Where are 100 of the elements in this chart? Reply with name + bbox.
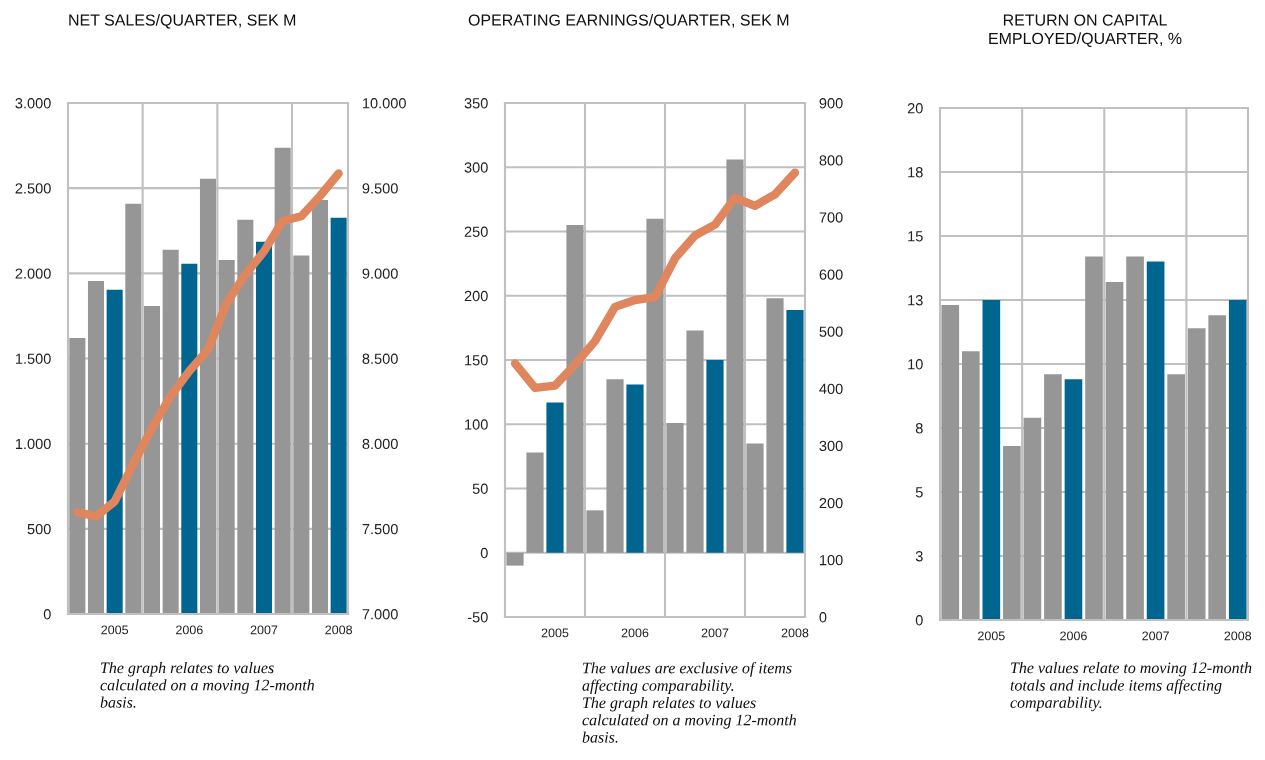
y-tick-label: 13	[908, 295, 923, 306]
chart-title: NET SALES/QUARTER, SEK M	[69, 14, 296, 29]
bar	[1105, 282, 1124, 620]
bar	[786, 309, 804, 553]
bar	[311, 199, 329, 614]
y-tick-label: 2.500	[15, 183, 51, 194]
y2-tick-label: 7.000	[362, 609, 398, 620]
bar	[87, 281, 105, 614]
y-tick-label: 3	[915, 551, 923, 562]
bar	[162, 249, 179, 614]
y2-tick-label: 600	[819, 269, 843, 280]
x-tick-label: 2007	[1142, 631, 1169, 641]
y-tick-label: 20	[907, 103, 923, 114]
y-tick-label: 15	[908, 231, 923, 242]
bar	[626, 384, 644, 553]
bar	[69, 338, 86, 614]
chart-title: RETURN ON CAPITAL EMPLOYED/QUARTER, %	[989, 14, 1182, 47]
bar	[1003, 445, 1021, 620]
y-tick-label: 0	[43, 609, 51, 620]
bar	[941, 305, 960, 620]
bar	[125, 203, 142, 614]
x-tick-label: 2008	[1224, 631, 1252, 641]
bar	[666, 422, 684, 553]
y2-tick-label: 100	[820, 554, 843, 566]
bar	[526, 452, 544, 553]
text: The values relate to moving 12-month totals and include items affecting comparability.	[1010, 662, 1252, 712]
chart-title: OPERATING EARNINGS/QUARTER, SEK M	[468, 14, 789, 29]
bar	[106, 289, 123, 614]
y2-tick-label: 200	[819, 497, 843, 509]
y2-tick-label: 800	[819, 155, 843, 166]
bar	[1167, 374, 1185, 620]
y2-tick-label: 8.000	[362, 438, 398, 450]
bar	[143, 306, 161, 614]
bar	[566, 225, 584, 553]
bar	[293, 255, 310, 614]
x-tick-label: 2005	[978, 631, 1005, 641]
y-tick-label: 10	[908, 359, 923, 370]
bar	[706, 360, 724, 553]
bar	[1064, 379, 1083, 620]
y-tick-label: 100	[465, 419, 488, 430]
y2-tick-label: 0	[819, 612, 827, 623]
x-tick-label: 2005	[101, 625, 129, 635]
y2-tick-label: 300	[819, 440, 843, 452]
y-tick-label: 150	[465, 355, 488, 366]
bar	[1085, 256, 1103, 620]
bar	[766, 298, 784, 553]
bar	[506, 552, 524, 566]
y-tick-label: 1.000	[15, 438, 51, 450]
y-tick-label: 50	[472, 483, 488, 494]
bar	[726, 159, 744, 553]
bar	[181, 263, 198, 614]
bar	[606, 379, 624, 553]
y-tick-label: 200	[464, 290, 488, 302]
y2-tick-label: 8.500	[362, 353, 398, 364]
x-tick-label: 2008	[781, 628, 809, 638]
bar	[330, 217, 347, 614]
bar	[1208, 315, 1227, 620]
y2-tick-label: 9.000	[362, 268, 398, 279]
y2-tick-label: 900	[819, 98, 843, 109]
bar	[255, 241, 273, 614]
x-tick-label: 2006	[621, 628, 649, 638]
y-tick-label: -50	[467, 612, 488, 623]
bar	[686, 330, 704, 553]
x-tick-label: 2008	[325, 625, 353, 635]
y-tick-label: 250	[464, 226, 488, 237]
y-tick-label: 5	[915, 487, 923, 498]
bar	[982, 300, 1001, 620]
y-tick-label: 0	[480, 547, 488, 559]
y2-tick-label: 400	[819, 383, 843, 394]
bar	[961, 351, 980, 620]
x-tick-label: 2006	[1060, 631, 1087, 641]
y-tick-label: 8	[915, 423, 923, 434]
x-tick-label: 2006	[176, 625, 203, 635]
bar	[746, 443, 764, 553]
bar	[1187, 328, 1206, 620]
y-tick-label: 3.000	[15, 98, 51, 109]
y-tick-label: 500	[27, 523, 51, 535]
y2-tick-label: 500	[819, 326, 843, 337]
y2-tick-label: 10.000	[363, 98, 406, 109]
y-tick-label: 2.000	[15, 268, 51, 279]
text: The graph relates to values calculated on a moving 12-month basis.	[100, 662, 315, 708]
bar	[646, 218, 664, 553]
x-tick-label: 2007	[250, 625, 278, 635]
y2-tick-label: 7.500	[362, 523, 398, 535]
bar	[1228, 300, 1247, 620]
y2-tick-label: 9.500	[362, 183, 398, 194]
bar	[586, 510, 604, 553]
y-tick-label: 1.500	[15, 353, 51, 364]
x-tick-label: 2007	[701, 628, 729, 638]
x-tick-label: 2005	[541, 628, 569, 638]
y-tick-label: 18	[908, 167, 923, 178]
y2-tick-label: 700	[819, 212, 843, 223]
bar	[199, 178, 217, 614]
bar	[546, 402, 564, 553]
y-tick-label: 350	[464, 98, 488, 109]
y-tick-label: 300	[464, 162, 488, 173]
bar	[1044, 374, 1062, 620]
bar	[218, 259, 235, 614]
bar	[274, 147, 291, 614]
bar	[1126, 256, 1144, 620]
